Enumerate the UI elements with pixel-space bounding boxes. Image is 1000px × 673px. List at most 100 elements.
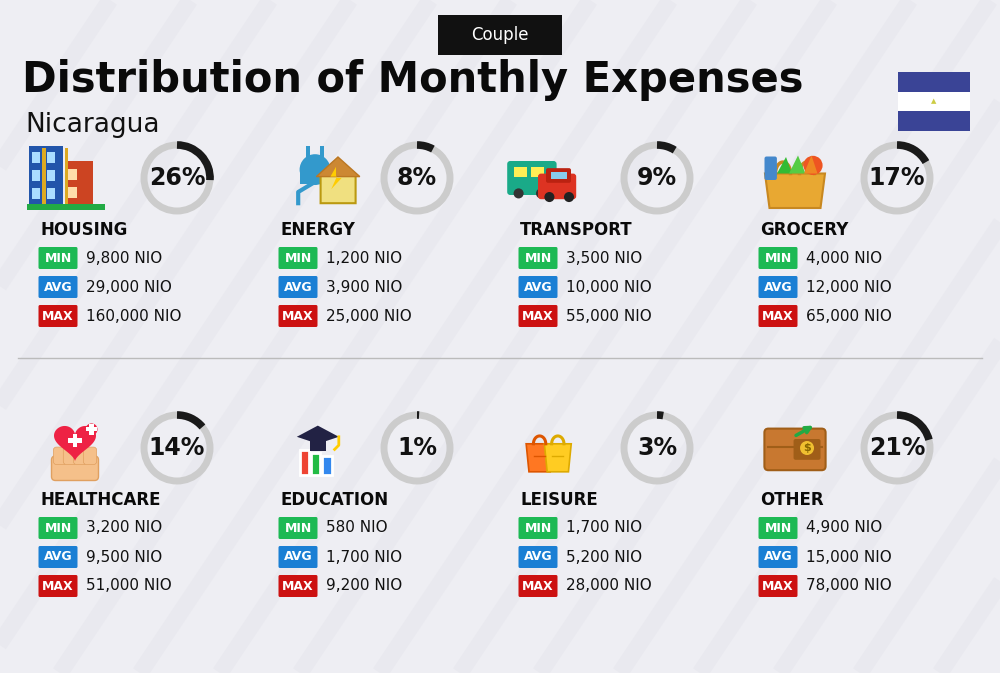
Bar <box>47 170 55 181</box>
Bar <box>32 170 40 181</box>
Text: Nicaragua: Nicaragua <box>25 112 160 138</box>
FancyBboxPatch shape <box>518 305 558 327</box>
Text: MAX: MAX <box>42 310 74 322</box>
Circle shape <box>300 154 330 185</box>
Bar <box>551 172 567 180</box>
Text: Distribution of Monthly Expenses: Distribution of Monthly Expenses <box>22 59 804 101</box>
Text: MIN: MIN <box>284 522 312 534</box>
FancyBboxPatch shape <box>278 247 318 269</box>
FancyBboxPatch shape <box>39 517 78 539</box>
FancyBboxPatch shape <box>63 447 76 464</box>
Text: $: $ <box>803 443 811 453</box>
FancyBboxPatch shape <box>278 305 318 327</box>
FancyBboxPatch shape <box>518 276 558 298</box>
Text: LEISURE: LEISURE <box>520 491 598 509</box>
FancyBboxPatch shape <box>764 429 826 470</box>
Polygon shape <box>330 167 342 189</box>
Bar <box>300 170 330 184</box>
Bar <box>32 188 40 199</box>
FancyBboxPatch shape <box>39 546 78 568</box>
FancyBboxPatch shape <box>538 174 576 199</box>
Text: MIN: MIN <box>764 522 792 534</box>
Text: TRANSPORT: TRANSPORT <box>520 221 633 239</box>
Text: 1,700 NIO: 1,700 NIO <box>566 520 642 536</box>
Text: 28,000 NIO: 28,000 NIO <box>566 579 652 594</box>
Polygon shape <box>321 163 356 203</box>
FancyBboxPatch shape <box>278 575 318 597</box>
FancyBboxPatch shape <box>278 517 318 539</box>
Text: 3,200 NIO: 3,200 NIO <box>86 520 162 536</box>
Text: 15,000 NIO: 15,000 NIO <box>806 549 892 565</box>
Bar <box>42 148 46 208</box>
Text: 26%: 26% <box>149 166 205 190</box>
Text: MIN: MIN <box>524 252 552 264</box>
Text: 5,200 NIO: 5,200 NIO <box>566 549 642 565</box>
Text: AVG: AVG <box>764 281 792 293</box>
Text: MIN: MIN <box>764 252 792 264</box>
Bar <box>65 148 68 208</box>
Bar <box>86 427 97 431</box>
Bar <box>32 153 40 163</box>
Text: 17%: 17% <box>869 166 925 190</box>
Text: AVG: AVG <box>284 281 312 293</box>
FancyBboxPatch shape <box>83 447 97 464</box>
FancyBboxPatch shape <box>518 517 558 539</box>
FancyBboxPatch shape <box>39 575 78 597</box>
Text: 9,500 NIO: 9,500 NIO <box>86 549 162 565</box>
Text: ENERGY: ENERGY <box>280 221 355 239</box>
Text: 8%: 8% <box>397 166 437 190</box>
Text: MAX: MAX <box>762 579 794 592</box>
FancyBboxPatch shape <box>310 441 326 451</box>
Text: MIN: MIN <box>44 522 72 534</box>
FancyBboxPatch shape <box>765 157 777 180</box>
Circle shape <box>544 192 554 202</box>
Text: 14%: 14% <box>149 436 205 460</box>
Text: AVG: AVG <box>44 551 72 563</box>
FancyBboxPatch shape <box>898 92 970 111</box>
FancyBboxPatch shape <box>322 456 332 474</box>
Bar <box>320 146 324 160</box>
Bar <box>29 147 63 208</box>
Bar <box>306 146 310 160</box>
Bar <box>514 167 527 176</box>
FancyBboxPatch shape <box>898 111 970 131</box>
Text: 65,000 NIO: 65,000 NIO <box>806 308 892 324</box>
Text: 1,200 NIO: 1,200 NIO <box>326 250 402 266</box>
Text: 1,700 NIO: 1,700 NIO <box>326 549 402 565</box>
FancyBboxPatch shape <box>794 439 821 460</box>
Polygon shape <box>789 155 806 174</box>
Circle shape <box>564 192 574 202</box>
FancyBboxPatch shape <box>518 247 558 269</box>
FancyBboxPatch shape <box>278 276 318 298</box>
FancyBboxPatch shape <box>546 168 571 183</box>
Text: 21%: 21% <box>869 436 925 460</box>
Text: 29,000 NIO: 29,000 NIO <box>86 279 172 295</box>
Bar <box>47 153 55 163</box>
Text: GROCERY: GROCERY <box>760 221 848 239</box>
Text: MAX: MAX <box>762 310 794 322</box>
Text: MAX: MAX <box>282 579 314 592</box>
Text: 10,000 NIO: 10,000 NIO <box>566 279 652 295</box>
FancyBboxPatch shape <box>759 546 798 568</box>
Text: 9%: 9% <box>637 166 677 190</box>
FancyBboxPatch shape <box>438 15 562 55</box>
FancyBboxPatch shape <box>759 575 798 597</box>
Text: 1%: 1% <box>397 436 437 460</box>
Text: 3%: 3% <box>637 436 677 460</box>
FancyBboxPatch shape <box>759 247 798 269</box>
Text: 4,900 NIO: 4,900 NIO <box>806 520 882 536</box>
FancyBboxPatch shape <box>759 305 798 327</box>
FancyBboxPatch shape <box>518 546 558 568</box>
Text: 55,000 NIO: 55,000 NIO <box>566 308 652 324</box>
FancyBboxPatch shape <box>300 450 309 474</box>
Text: 3,900 NIO: 3,900 NIO <box>326 279 402 295</box>
FancyBboxPatch shape <box>39 247 78 269</box>
FancyBboxPatch shape <box>518 575 558 597</box>
Polygon shape <box>54 426 96 461</box>
Polygon shape <box>316 157 360 176</box>
Text: 25,000 NIO: 25,000 NIO <box>326 308 412 324</box>
Bar <box>65 162 93 208</box>
Text: AVG: AVG <box>524 281 552 293</box>
Bar <box>531 167 544 176</box>
Text: MAX: MAX <box>522 310 554 322</box>
